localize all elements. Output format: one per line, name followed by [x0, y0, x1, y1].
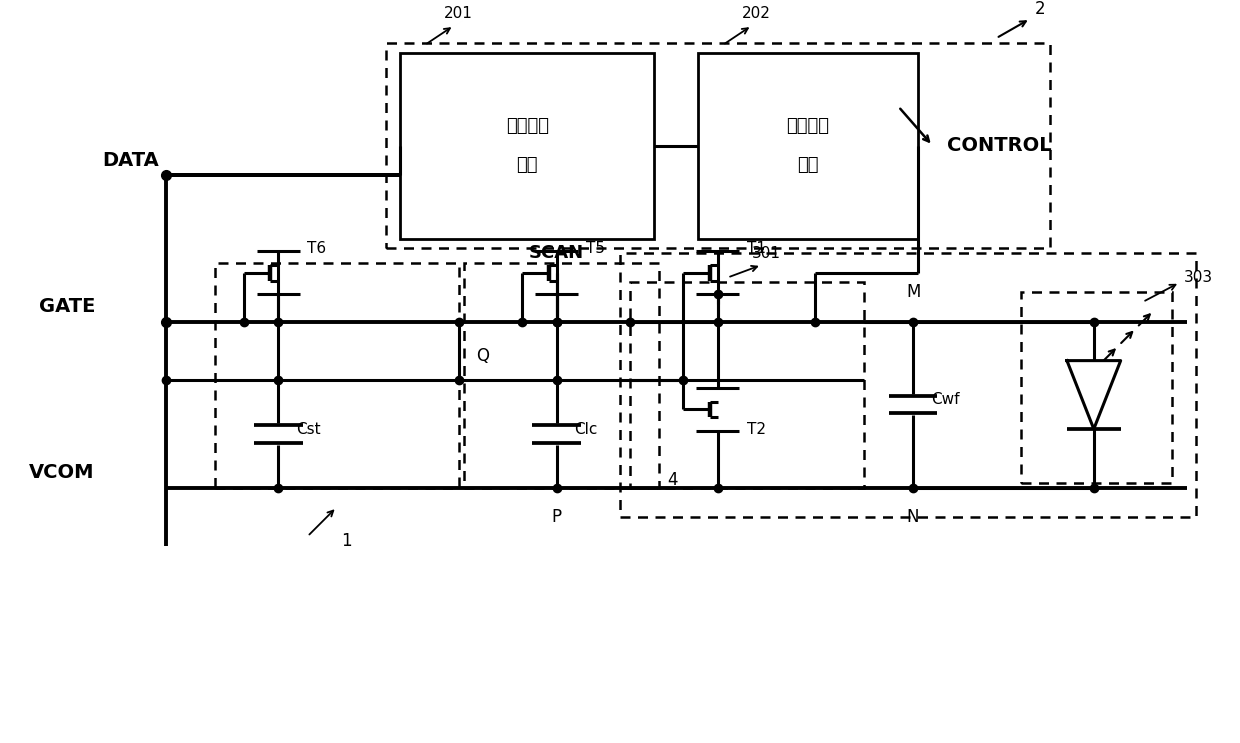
- Bar: [698, 53, 918, 239]
- Text: 201: 201: [444, 7, 474, 22]
- Text: 4: 4: [667, 471, 677, 489]
- Text: DATA: DATA: [102, 151, 159, 170]
- Text: 模块: 模块: [516, 156, 538, 175]
- Text: M: M: [906, 283, 920, 301]
- Bar: [630, 282, 864, 487]
- Text: 303: 303: [1184, 270, 1213, 285]
- Text: N: N: [906, 508, 919, 526]
- Text: GATE: GATE: [38, 297, 95, 317]
- Text: Q: Q: [476, 347, 490, 365]
- Bar: [1021, 292, 1172, 483]
- Text: T6: T6: [308, 241, 326, 256]
- Text: 301: 301: [751, 246, 781, 261]
- Text: T1: T1: [746, 241, 766, 256]
- Text: VCOM: VCOM: [29, 464, 94, 482]
- Text: T5: T5: [585, 241, 605, 256]
- Text: Clc: Clc: [574, 421, 598, 436]
- Bar: [620, 253, 1197, 517]
- Text: P: P: [552, 508, 562, 526]
- Text: 数据采集: 数据采集: [506, 117, 548, 135]
- Text: T2: T2: [746, 421, 766, 436]
- Text: CONTROL: CONTROL: [947, 136, 1052, 155]
- Bar: [215, 263, 459, 487]
- Text: 1: 1: [341, 532, 352, 551]
- Text: 信号输出: 信号输出: [786, 117, 830, 135]
- Text: Cwf: Cwf: [931, 392, 960, 407]
- Bar: [401, 53, 655, 239]
- Text: SCAN: SCAN: [529, 244, 584, 262]
- Text: 202: 202: [743, 7, 771, 22]
- Bar: [386, 43, 1050, 248]
- Bar: [464, 263, 660, 487]
- Text: Cst: Cst: [295, 421, 320, 436]
- Text: 模块: 模块: [797, 156, 818, 175]
- Text: 2: 2: [1034, 0, 1045, 18]
